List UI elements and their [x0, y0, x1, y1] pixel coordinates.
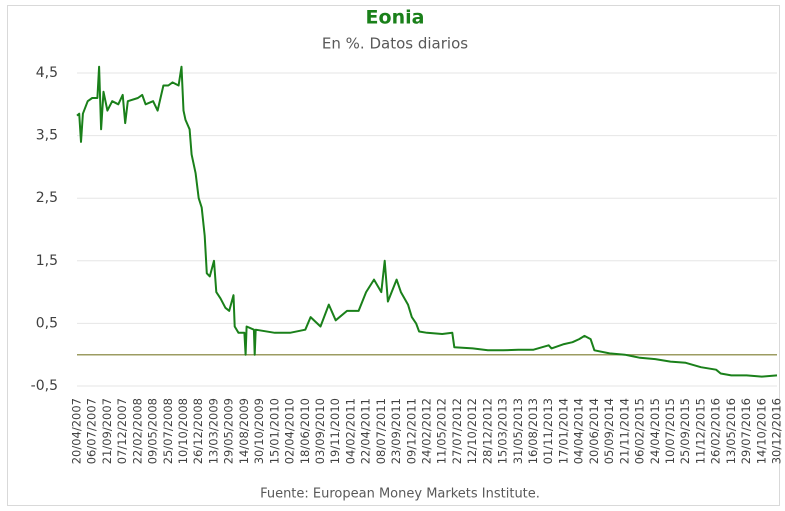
- x-tick-label: 27/07/2012: [450, 398, 464, 464]
- x-tick-label: 13/03/2009: [206, 398, 220, 464]
- x-tick-label: 08/07/2011: [374, 398, 388, 464]
- x-tick-label: 04/02/2011: [343, 398, 357, 464]
- x-tick-label: 30/12/2016: [770, 398, 784, 464]
- x-tick-label: 22/02/2008: [130, 398, 144, 464]
- x-tick-label: 28/12/2012: [480, 398, 494, 464]
- x-tick-label: 11/05/2012: [435, 398, 449, 464]
- y-tick-label: 0,5: [36, 315, 58, 331]
- x-tick-label: 15/01/2010: [267, 398, 281, 464]
- x-tick-label: 10/07/2015: [663, 398, 677, 464]
- x-tick-label: 07/12/2007: [115, 398, 129, 464]
- source-note: Fuente: European Money Markets Institute…: [260, 487, 540, 502]
- x-tick-label: 24/02/2012: [420, 398, 434, 464]
- y-tick-label: 4,5: [36, 65, 58, 81]
- x-tick-label: 16/08/2013: [526, 398, 540, 464]
- x-tick-label: 18/06/2010: [298, 398, 312, 464]
- x-tick-label: 24/04/2015: [648, 398, 662, 464]
- x-tick-label: 01/11/2013: [541, 398, 555, 464]
- y-tick-label: -0,5: [31, 378, 58, 394]
- x-tick-label: 10/10/2008: [176, 398, 190, 464]
- x-tick-label: 06/02/2015: [633, 398, 647, 464]
- x-tick-label: 25/07/2008: [161, 398, 175, 464]
- x-tick-label: 09/05/2008: [146, 398, 160, 464]
- chart-title: Eonia: [366, 7, 425, 29]
- y-tick-label: 3,5: [36, 128, 58, 144]
- x-tick-label: 22/04/2011: [359, 398, 373, 464]
- y-tick-label: 1,5: [36, 253, 58, 269]
- x-tick-label: 06/07/2007: [85, 398, 99, 464]
- x-tick-label: 14/08/2009: [237, 398, 251, 464]
- x-tick-label: 05/09/2014: [602, 398, 616, 464]
- x-tick-label: 21/11/2014: [617, 398, 631, 464]
- x-tick-label: 20/04/2007: [70, 398, 84, 464]
- x-tick-label: 19/11/2010: [328, 398, 342, 464]
- chart-frame: [7, 5, 780, 506]
- x-tick-label: 23/09/2011: [389, 398, 403, 464]
- x-tick-label: 29/05/2009: [222, 398, 236, 464]
- data-line: [76, 65, 778, 378]
- x-tick-label: 30/10/2009: [252, 398, 266, 464]
- x-tick-label: 04/04/2014: [572, 398, 586, 464]
- x-tick-label: 02/04/2010: [283, 398, 297, 464]
- x-tick-label: 26/02/2016: [709, 398, 723, 464]
- chart-subtitle: En %. Datos diarios: [322, 35, 468, 53]
- x-tick-label: 03/09/2010: [313, 398, 327, 464]
- x-tick-label: 25/09/2015: [678, 398, 692, 464]
- x-tick-label: 13/05/2016: [724, 398, 738, 464]
- x-tick-label: 21/09/2007: [100, 398, 114, 464]
- x-tick-label: 29/07/2016: [739, 398, 753, 464]
- x-tick-label: 17/01/2014: [556, 398, 570, 464]
- x-tick-label: 26/12/2008: [191, 398, 205, 464]
- x-tick-label: 09/12/2011: [404, 398, 418, 464]
- y-tick-label: 2,5: [36, 190, 58, 206]
- x-tick-label: 20/06/2014: [587, 398, 601, 464]
- x-tick-label: 31/05/2013: [511, 398, 525, 464]
- x-tick-label: 11/12/2015: [693, 398, 707, 464]
- x-tick-label: 12/10/2012: [465, 398, 479, 464]
- x-tick-label: 15/03/2013: [496, 398, 510, 464]
- x-tick-label: 14/10/2016: [754, 398, 768, 464]
